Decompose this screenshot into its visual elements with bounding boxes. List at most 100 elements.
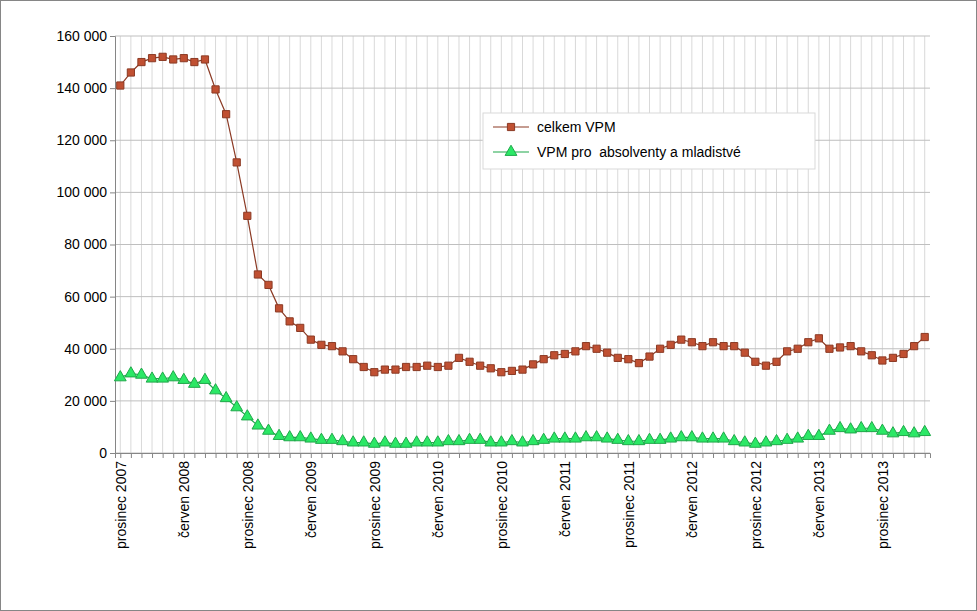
tick-mark — [565, 453, 566, 458]
tick-mark — [734, 453, 735, 458]
marker — [263, 424, 275, 434]
tick — [650, 453, 651, 458]
marker — [254, 271, 261, 278]
tick — [194, 453, 195, 458]
marker — [337, 434, 349, 444]
tick-mark — [173, 453, 174, 458]
marker — [127, 69, 134, 76]
tick-mark — [660, 453, 661, 458]
tick-mark — [268, 453, 269, 458]
marker — [601, 432, 613, 442]
marker — [125, 367, 137, 377]
marker — [178, 373, 190, 383]
tick-label: prosinec 2012 — [748, 461, 764, 549]
marker — [718, 432, 730, 442]
grid — [115, 36, 930, 453]
tick: 20 000 — [64, 393, 115, 409]
marker — [898, 425, 910, 435]
marker — [889, 354, 896, 361]
tick-mark — [110, 401, 115, 402]
marker — [646, 353, 653, 360]
tick-mark — [470, 453, 471, 458]
tick: prosinec 2011 — [621, 453, 637, 548]
marker — [233, 159, 240, 166]
tick: 40 000 — [64, 341, 115, 357]
marker — [434, 363, 441, 370]
tick — [798, 453, 799, 458]
tick — [533, 453, 534, 458]
marker — [773, 358, 780, 365]
marker — [379, 436, 391, 446]
tick — [597, 453, 598, 458]
grid-line-y — [115, 348, 930, 349]
marker — [784, 348, 791, 355]
tick-mark — [110, 140, 115, 141]
tick-mark — [364, 453, 365, 458]
tick-mark — [597, 453, 598, 458]
tick-mark — [110, 36, 115, 37]
marker — [275, 305, 282, 312]
tick: 0 — [99, 445, 115, 461]
marker — [265, 281, 272, 288]
tick — [702, 453, 703, 458]
tick-label: prosinec 2011 — [621, 461, 637, 548]
tick — [681, 453, 682, 458]
tick-label: prosinec 2010 — [494, 461, 510, 549]
marker — [879, 357, 886, 364]
marker — [316, 433, 328, 443]
tick-mark — [184, 453, 185, 458]
marker — [752, 358, 759, 365]
marker — [792, 432, 804, 442]
marker — [593, 345, 600, 352]
tick-label: 80 000 — [64, 236, 107, 252]
tick-mark — [205, 453, 206, 458]
tick — [459, 453, 460, 458]
marker — [210, 384, 222, 394]
marker — [360, 363, 367, 370]
tick: 60 000 — [64, 289, 115, 305]
tick — [607, 453, 608, 458]
marker — [191, 58, 198, 65]
tick — [671, 453, 672, 458]
tick: prosinec 2007 — [113, 453, 129, 549]
legend-marker — [507, 123, 514, 130]
tick-mark — [692, 453, 693, 458]
marker — [201, 56, 208, 63]
tick-label: 0 — [99, 445, 107, 461]
marker — [741, 349, 748, 356]
marker — [900, 350, 907, 357]
tick-mark — [300, 453, 301, 458]
tick — [914, 453, 915, 458]
marker — [508, 367, 515, 374]
marker — [836, 344, 843, 351]
tick — [448, 453, 449, 458]
marker — [284, 431, 296, 441]
tick-label: 60 000 — [64, 289, 107, 305]
tick — [258, 453, 259, 458]
tick-mark — [777, 453, 778, 458]
tick-label: prosinec 2007 — [113, 461, 129, 549]
marker — [453, 434, 465, 444]
tick-mark — [702, 453, 703, 458]
grid-line-y — [115, 296, 930, 297]
marker — [220, 391, 232, 401]
tick — [734, 453, 735, 458]
marker — [845, 423, 857, 433]
marker — [244, 212, 251, 219]
tick-mark — [893, 453, 894, 458]
marker — [390, 437, 402, 447]
marker — [665, 432, 677, 442]
marker — [286, 318, 293, 325]
tick — [872, 453, 873, 458]
marker — [622, 434, 634, 444]
marker — [170, 56, 177, 63]
tick-label: červen 2011 — [557, 461, 573, 537]
marker — [644, 433, 656, 443]
grid-line-y — [115, 244, 930, 245]
tick-mark — [194, 453, 195, 458]
marker — [580, 431, 592, 441]
marker — [561, 350, 568, 357]
tick-mark — [385, 453, 386, 458]
marker — [305, 432, 317, 442]
plot: 020 00040 00060 00080 000100 000120 0001… — [56, 28, 930, 549]
